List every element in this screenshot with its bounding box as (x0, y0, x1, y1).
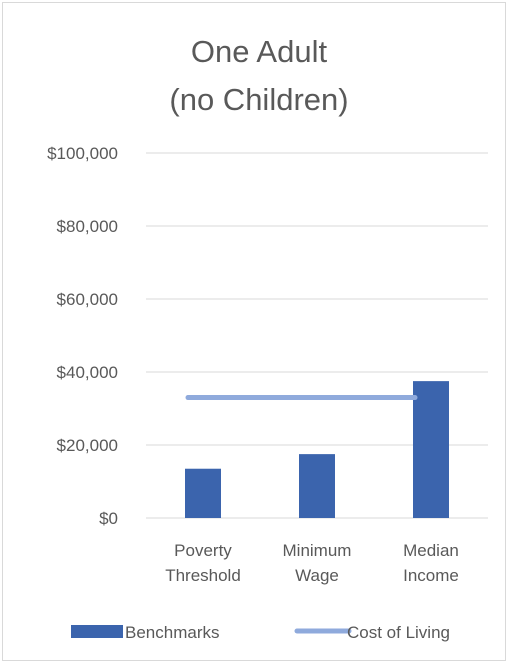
chart-title: One Adult (no Children) (169, 34, 348, 117)
legend: Benchmarks Cost of Living (71, 623, 450, 642)
x-tick-label: Threshold (165, 566, 241, 585)
bar (299, 454, 335, 518)
legend-label-cost-of-living: Cost of Living (347, 623, 450, 642)
x-tick-label: Poverty (174, 541, 232, 560)
y-tick-label: $20,000 (57, 436, 118, 455)
y-tick-label: $40,000 (57, 363, 118, 382)
x-axis-tick-labels: Poverty Threshold Minimum Wage Median Income (165, 541, 459, 585)
y-tick-label: $100,000 (47, 144, 118, 163)
y-tick-label: $60,000 (57, 290, 118, 309)
chart-title-line-2: (no Children) (169, 82, 348, 117)
legend-swatch-benchmarks (71, 625, 123, 638)
x-tick-label: Income (403, 566, 459, 585)
x-tick-label: Minimum (283, 541, 352, 560)
chart-title-line-1: One Adult (191, 34, 328, 69)
y-tick-label: $0 (99, 509, 118, 528)
x-tick-label: Median (403, 541, 459, 560)
bars (185, 381, 449, 518)
chart-frame (2, 2, 506, 661)
bar (185, 468, 221, 518)
x-tick-label: Wage (295, 566, 339, 585)
y-axis-tick-labels: $100,000 $80,000 $60,000 $40,000 $20,000 $0 (47, 144, 118, 528)
bar (413, 381, 449, 518)
y-tick-label: $80,000 (57, 217, 118, 236)
legend-label-benchmarks: Benchmarks (125, 623, 219, 642)
